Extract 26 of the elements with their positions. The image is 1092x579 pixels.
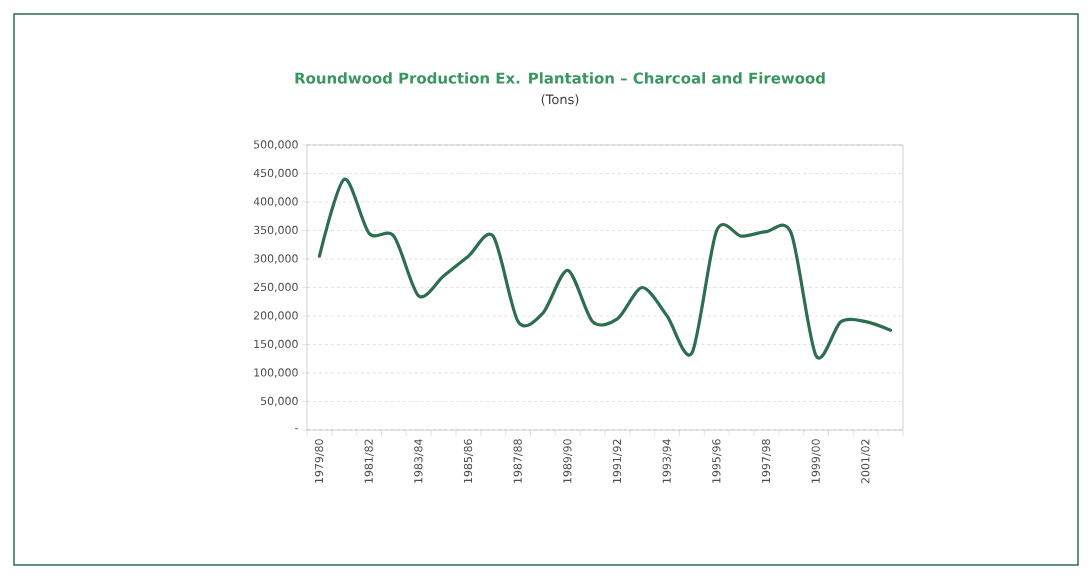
y-tick-label: 500,000 [254, 140, 298, 150]
chart-title: Roundwood Production Ex. Plantation – Charcoal and Firewood [295, 72, 825, 84]
y-tick-label: 400,000 [253, 197, 298, 207]
x-tick-label: 1993/94 [662, 439, 672, 483]
y-tick-label: 450,000 [253, 168, 298, 179]
x-tick-label: 1985/86 [463, 439, 473, 483]
y-tick-label: 200,000 [253, 311, 298, 321]
x-tick-label: 1979/80 [314, 439, 324, 483]
y-tick-label: - [295, 428, 298, 430]
chart-subtitle: (Tons) [541, 94, 579, 106]
x-tick-label: 1987/88 [513, 439, 523, 483]
y-tick-label: 100,000 [254, 368, 298, 378]
y-tick-label: 150,000 [254, 339, 298, 350]
x-tick-label: 2001/02 [861, 439, 871, 484]
y-tick-label: 50,000 [260, 396, 298, 407]
line-series [317, 177, 893, 359]
x-tick-label: 1995/96 [712, 439, 722, 483]
x-tick-label: 1991/92 [612, 439, 622, 483]
x-tick-label: 1981/82 [364, 439, 374, 483]
y-tick-label: 350,000 [254, 225, 298, 236]
y-tick-label: 250,000 [253, 282, 298, 293]
x-tick-label: 1983/84 [414, 439, 424, 483]
x-tick-label: 1999/00 [811, 439, 821, 483]
x-tick-label: 1989/90 [563, 439, 573, 483]
y-tick-label: 300,000 [254, 254, 298, 264]
x-tick-label: 1997/98 [761, 439, 771, 483]
